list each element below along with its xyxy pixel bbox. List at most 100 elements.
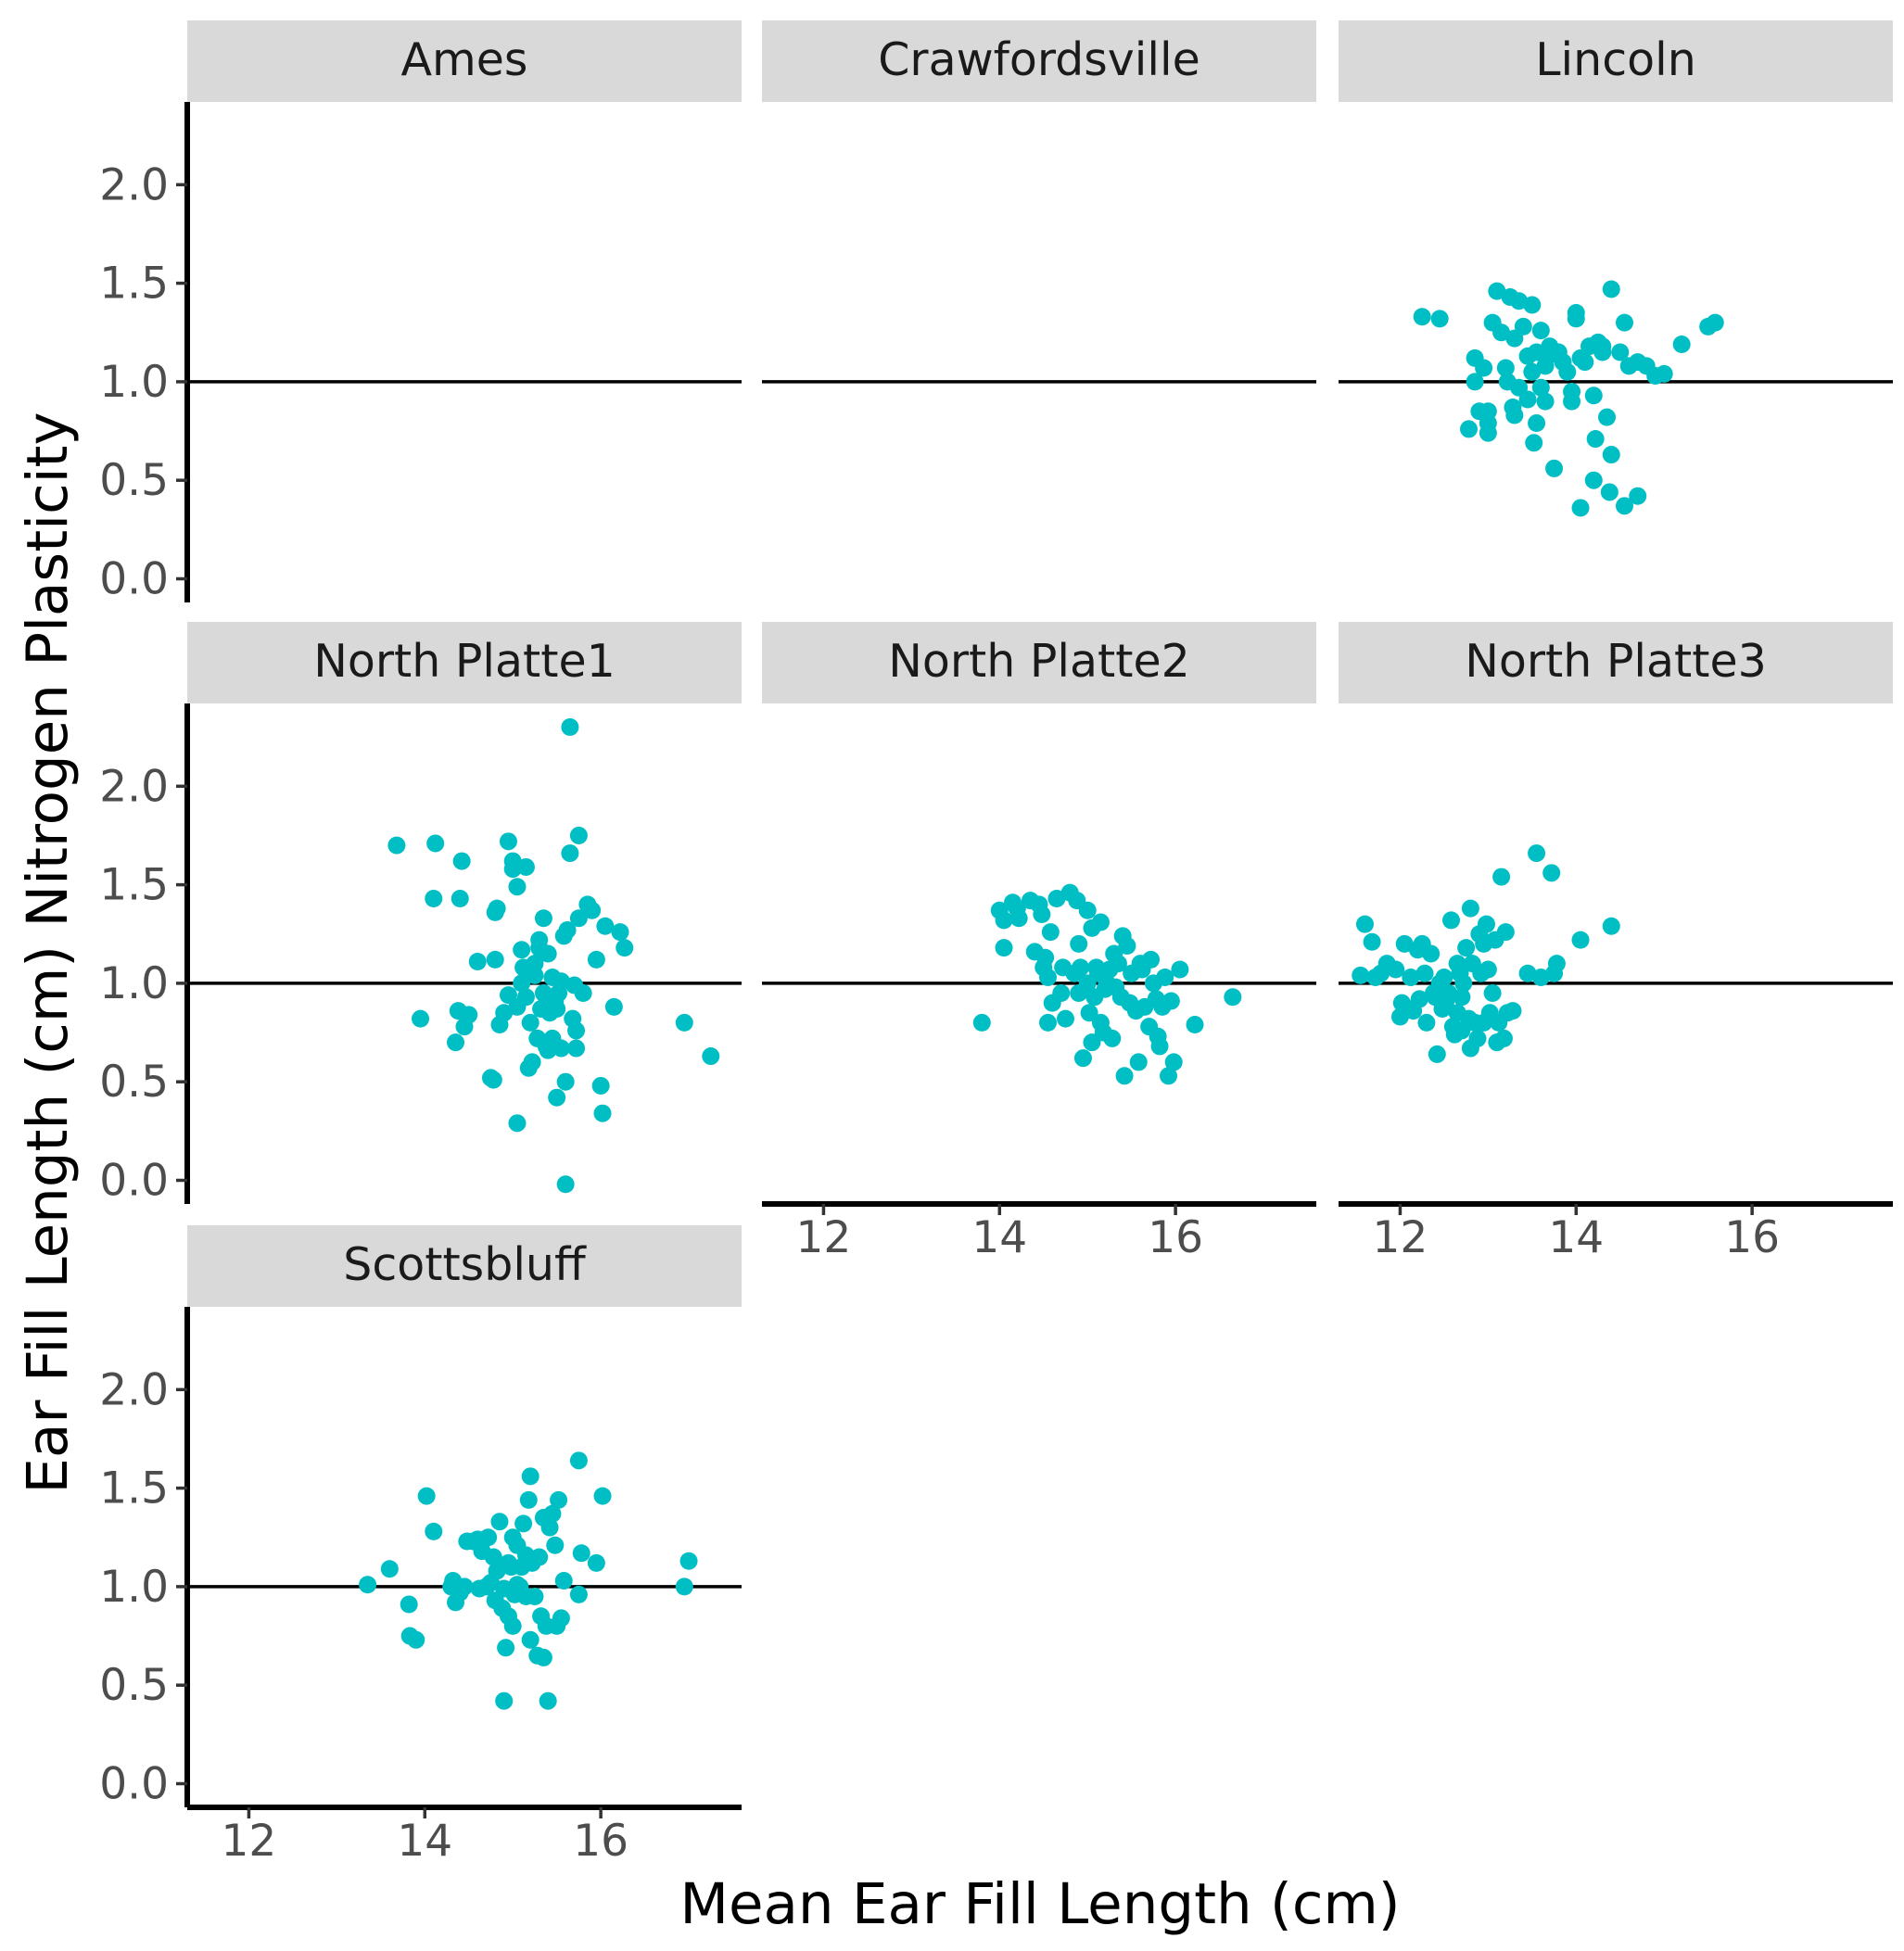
data-point [543,1504,562,1523]
data-point [1454,974,1473,993]
data-point [1073,1049,1092,1068]
data-point [539,1691,557,1710]
data-point [556,1175,575,1194]
data-point [530,1548,549,1566]
data-point [558,920,577,939]
data-point [675,1577,693,1596]
data-point [548,1000,566,1019]
data-point [1492,868,1511,886]
data-point [1038,969,1057,987]
data-point [1479,960,1497,979]
data-point [497,1639,515,1657]
data-point [539,944,557,963]
data-point [1528,844,1546,863]
data-point [1611,343,1630,361]
data-point [1567,303,1585,322]
data-point [526,1588,544,1606]
data-point [1422,944,1441,963]
strip-label: Lincoln [1535,33,1696,86]
data-point [479,1528,498,1547]
data-point [1547,955,1566,973]
data-point [521,1630,539,1649]
data-point [526,955,544,973]
data-point [616,939,634,957]
y-tick-label: 0.0 [99,553,169,604]
y-tick-label: 1.5 [99,1463,169,1514]
data-point [508,878,527,896]
data-point [452,852,471,870]
data-point [508,1114,527,1133]
data-point [1475,359,1493,377]
data-point [1052,984,1071,1003]
strip-background [187,20,742,102]
x-tick-label: 12 [1373,1212,1428,1263]
data-point [1056,1009,1074,1028]
data-point [569,826,588,844]
data-point [1518,390,1537,409]
strip-label: Crawfordsville [878,33,1200,86]
data-point [583,901,602,919]
data-point [1129,1053,1148,1071]
y-tick-label: 0.5 [99,1660,169,1711]
data-point [516,988,535,1007]
y-tick-label: 1.5 [99,860,169,911]
data-point [1494,1029,1513,1047]
data-point [1047,889,1066,907]
data-point [1504,1002,1522,1020]
data-point [611,923,629,942]
x-tick-label: 12 [222,1816,277,1867]
y-tick-label: 1.5 [99,259,169,310]
x-tick-label: 16 [1724,1212,1780,1263]
data-point [593,1487,612,1505]
data-point [387,836,406,855]
data-point [1457,939,1476,957]
data-point [1186,1016,1204,1034]
strip-label: Ames [401,33,528,86]
data-point [995,911,1013,930]
data-point [359,1576,377,1594]
strip-background [762,20,1316,102]
data-point [1545,459,1564,477]
strip-background [762,622,1316,703]
data-point [460,1006,478,1024]
data-point [516,857,535,876]
data-point [548,1088,566,1107]
data-point [1600,483,1618,501]
data-point [1531,969,1550,987]
data-point [556,1072,575,1091]
data-point [1355,915,1374,933]
facet-panels: Ames 0.0 0.5 1.0 1.5 2.0 Crawfordsville Lincoln… [99,20,1893,1867]
data-point [596,917,615,935]
data-point [1488,282,1506,300]
data-point [1518,964,1537,982]
data-point [540,1518,559,1537]
y-tick-label: 0.5 [99,1057,169,1108]
data-point [550,1490,568,1509]
data-point [426,834,445,853]
data-point [1118,936,1136,955]
data-point [468,953,487,971]
data-point [1528,343,1546,361]
data-point [679,1552,698,1570]
data-point [1441,911,1460,930]
data-point [1224,988,1242,1007]
data-point [1413,308,1431,326]
y-tick-label: 1.0 [99,1562,169,1613]
data-point [503,860,522,879]
data-point [451,889,469,907]
data-point [1038,1013,1057,1032]
data-point [1091,913,1110,931]
data-point [1706,313,1724,332]
data-point [1461,899,1479,918]
data-point [995,939,1013,957]
strip-background [187,622,742,703]
data-point [1514,317,1532,336]
data-point [1072,958,1090,977]
data-point [1602,446,1620,464]
data-point [1435,969,1453,987]
data-point [1496,359,1515,377]
data-point [1387,960,1405,979]
data-point [569,1585,588,1603]
data-point [490,1513,509,1531]
x-tick-label: 12 [796,1212,852,1263]
